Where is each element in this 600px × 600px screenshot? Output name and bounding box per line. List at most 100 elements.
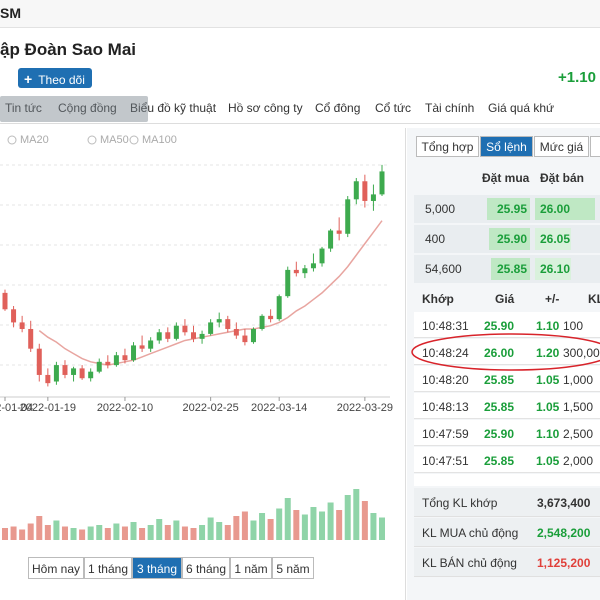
candle-body	[328, 230, 334, 249]
volume-bar	[241, 511, 248, 540]
trade-row	[414, 447, 600, 473]
x-tick-label: 2022-02-10	[97, 402, 153, 414]
candle-body	[199, 333, 205, 339]
book-volume: 54,600	[425, 262, 462, 276]
candle-body	[139, 345, 145, 349]
trade-price: 25.85	[484, 454, 515, 468]
trade-time: 10:48:24	[422, 346, 469, 360]
volume-bar	[156, 519, 163, 540]
trade-change: 1.10	[536, 319, 560, 333]
volume-bar	[87, 526, 94, 540]
range-button[interactable]: 6 tháng	[182, 557, 230, 579]
buy-depth	[489, 228, 530, 250]
nav-tab[interactable]: Cổ tức	[375, 101, 412, 115]
legend-dot	[7, 135, 17, 145]
book-sell-price: 26.10	[540, 262, 571, 276]
trade-time: 10:48:31	[422, 319, 469, 333]
follow-label: Theo dõi	[38, 73, 85, 87]
candle-body	[268, 315, 274, 320]
nav-tab[interactable]: Giá quá khứ	[488, 101, 555, 115]
candle-body	[353, 181, 359, 200]
trade-volume: 2,500	[563, 427, 594, 441]
trade-change: 1.10	[536, 427, 560, 441]
volume-bar	[36, 516, 43, 540]
candle-body	[148, 340, 154, 349]
candle-body	[370, 194, 376, 201]
trade-price: 25.90	[484, 319, 515, 333]
nav-bar	[0, 94, 600, 124]
panel-tab[interactable]: T	[590, 136, 600, 157]
trade-time: 10:47:51	[422, 454, 469, 468]
candle-body	[122, 355, 128, 361]
trade-change: 1.20	[536, 346, 560, 360]
nav-tab[interactable]: Hồ sơ công ty	[228, 101, 303, 115]
candle-body	[62, 365, 68, 375]
trade-volume: 100	[563, 319, 584, 333]
ma-line	[38, 220, 383, 366]
candle-body	[165, 332, 171, 339]
candle-body	[233, 328, 239, 336]
nav-tab[interactable]: Tài chính	[425, 101, 475, 115]
nav-tab[interactable]: Tin tức	[5, 101, 42, 115]
candle-body	[36, 348, 42, 375]
range-button[interactable]: 3 tháng	[132, 557, 182, 579]
candle-body	[45, 374, 51, 384]
follow-button[interactable]: + Theo dõi	[18, 68, 92, 88]
trade-volume: 1,500	[563, 400, 594, 414]
nav-tab[interactable]: Cộng đồng	[58, 101, 117, 115]
price-change: +1.10	[558, 69, 596, 86]
legend-label: MA20	[20, 134, 49, 146]
summary-label: KL MUA chủ động	[422, 526, 519, 540]
tooltip	[0, 96, 148, 122]
range-button[interactable]: 5 năm	[272, 557, 314, 579]
volume-bar	[10, 526, 17, 540]
trade-header: Giá	[495, 292, 515, 306]
sell-depth	[535, 198, 595, 220]
range-button[interactable]: 1 tháng	[84, 557, 132, 579]
volume-bar	[216, 522, 223, 540]
trade-price: 25.85	[484, 400, 515, 414]
x-tick-label: 2022-03-14	[251, 402, 307, 414]
trade-time: 10:47:59	[422, 427, 469, 441]
volume-bar	[207, 517, 214, 540]
candle-body	[53, 365, 59, 382]
summary-row	[414, 518, 600, 547]
chart-panel	[0, 128, 406, 600]
volume-bar	[293, 510, 300, 540]
range-button[interactable]: Hôm nay	[28, 557, 84, 579]
candle-body	[28, 328, 34, 349]
candle-body	[216, 319, 222, 323]
candle-body	[345, 199, 351, 234]
trade-row	[414, 393, 600, 419]
buy-depth	[487, 198, 530, 220]
summary-value: 3,673,400	[537, 496, 591, 510]
trade-time: 10:48:20	[422, 373, 469, 387]
range-button[interactable]: 1 năm	[230, 557, 272, 579]
candle-body	[336, 230, 342, 234]
trade-time: 10:48:13	[422, 400, 469, 414]
candle-body	[285, 269, 291, 297]
candle-body	[11, 309, 17, 323]
panel-tab[interactable]: Sổ lệnh	[480, 136, 533, 157]
trade-row	[414, 420, 600, 446]
nav-tab[interactable]: Cổ đông	[315, 101, 361, 115]
candle-body	[156, 332, 162, 341]
trade-header: KL	[588, 292, 600, 306]
volume-bar	[104, 528, 111, 540]
volume-bar	[284, 498, 291, 540]
candle-body	[19, 322, 25, 329]
volume-bar	[301, 514, 308, 540]
nav-tab[interactable]: Biểu đồ kỹ thuật	[130, 101, 217, 115]
trade-change: 1.05	[536, 400, 560, 414]
candle-body	[191, 332, 196, 339]
sell-depth	[535, 228, 571, 250]
volume-bar	[267, 519, 274, 540]
volume-bar	[130, 522, 137, 540]
trade-header: +/-	[545, 292, 560, 306]
panel-tab[interactable]: Mức giá	[534, 136, 589, 157]
panel-tab[interactable]: Tổng hợp	[416, 136, 479, 157]
book-sell-price: 26.00	[540, 202, 571, 216]
candle-body	[208, 322, 214, 334]
candle-body	[113, 355, 119, 366]
